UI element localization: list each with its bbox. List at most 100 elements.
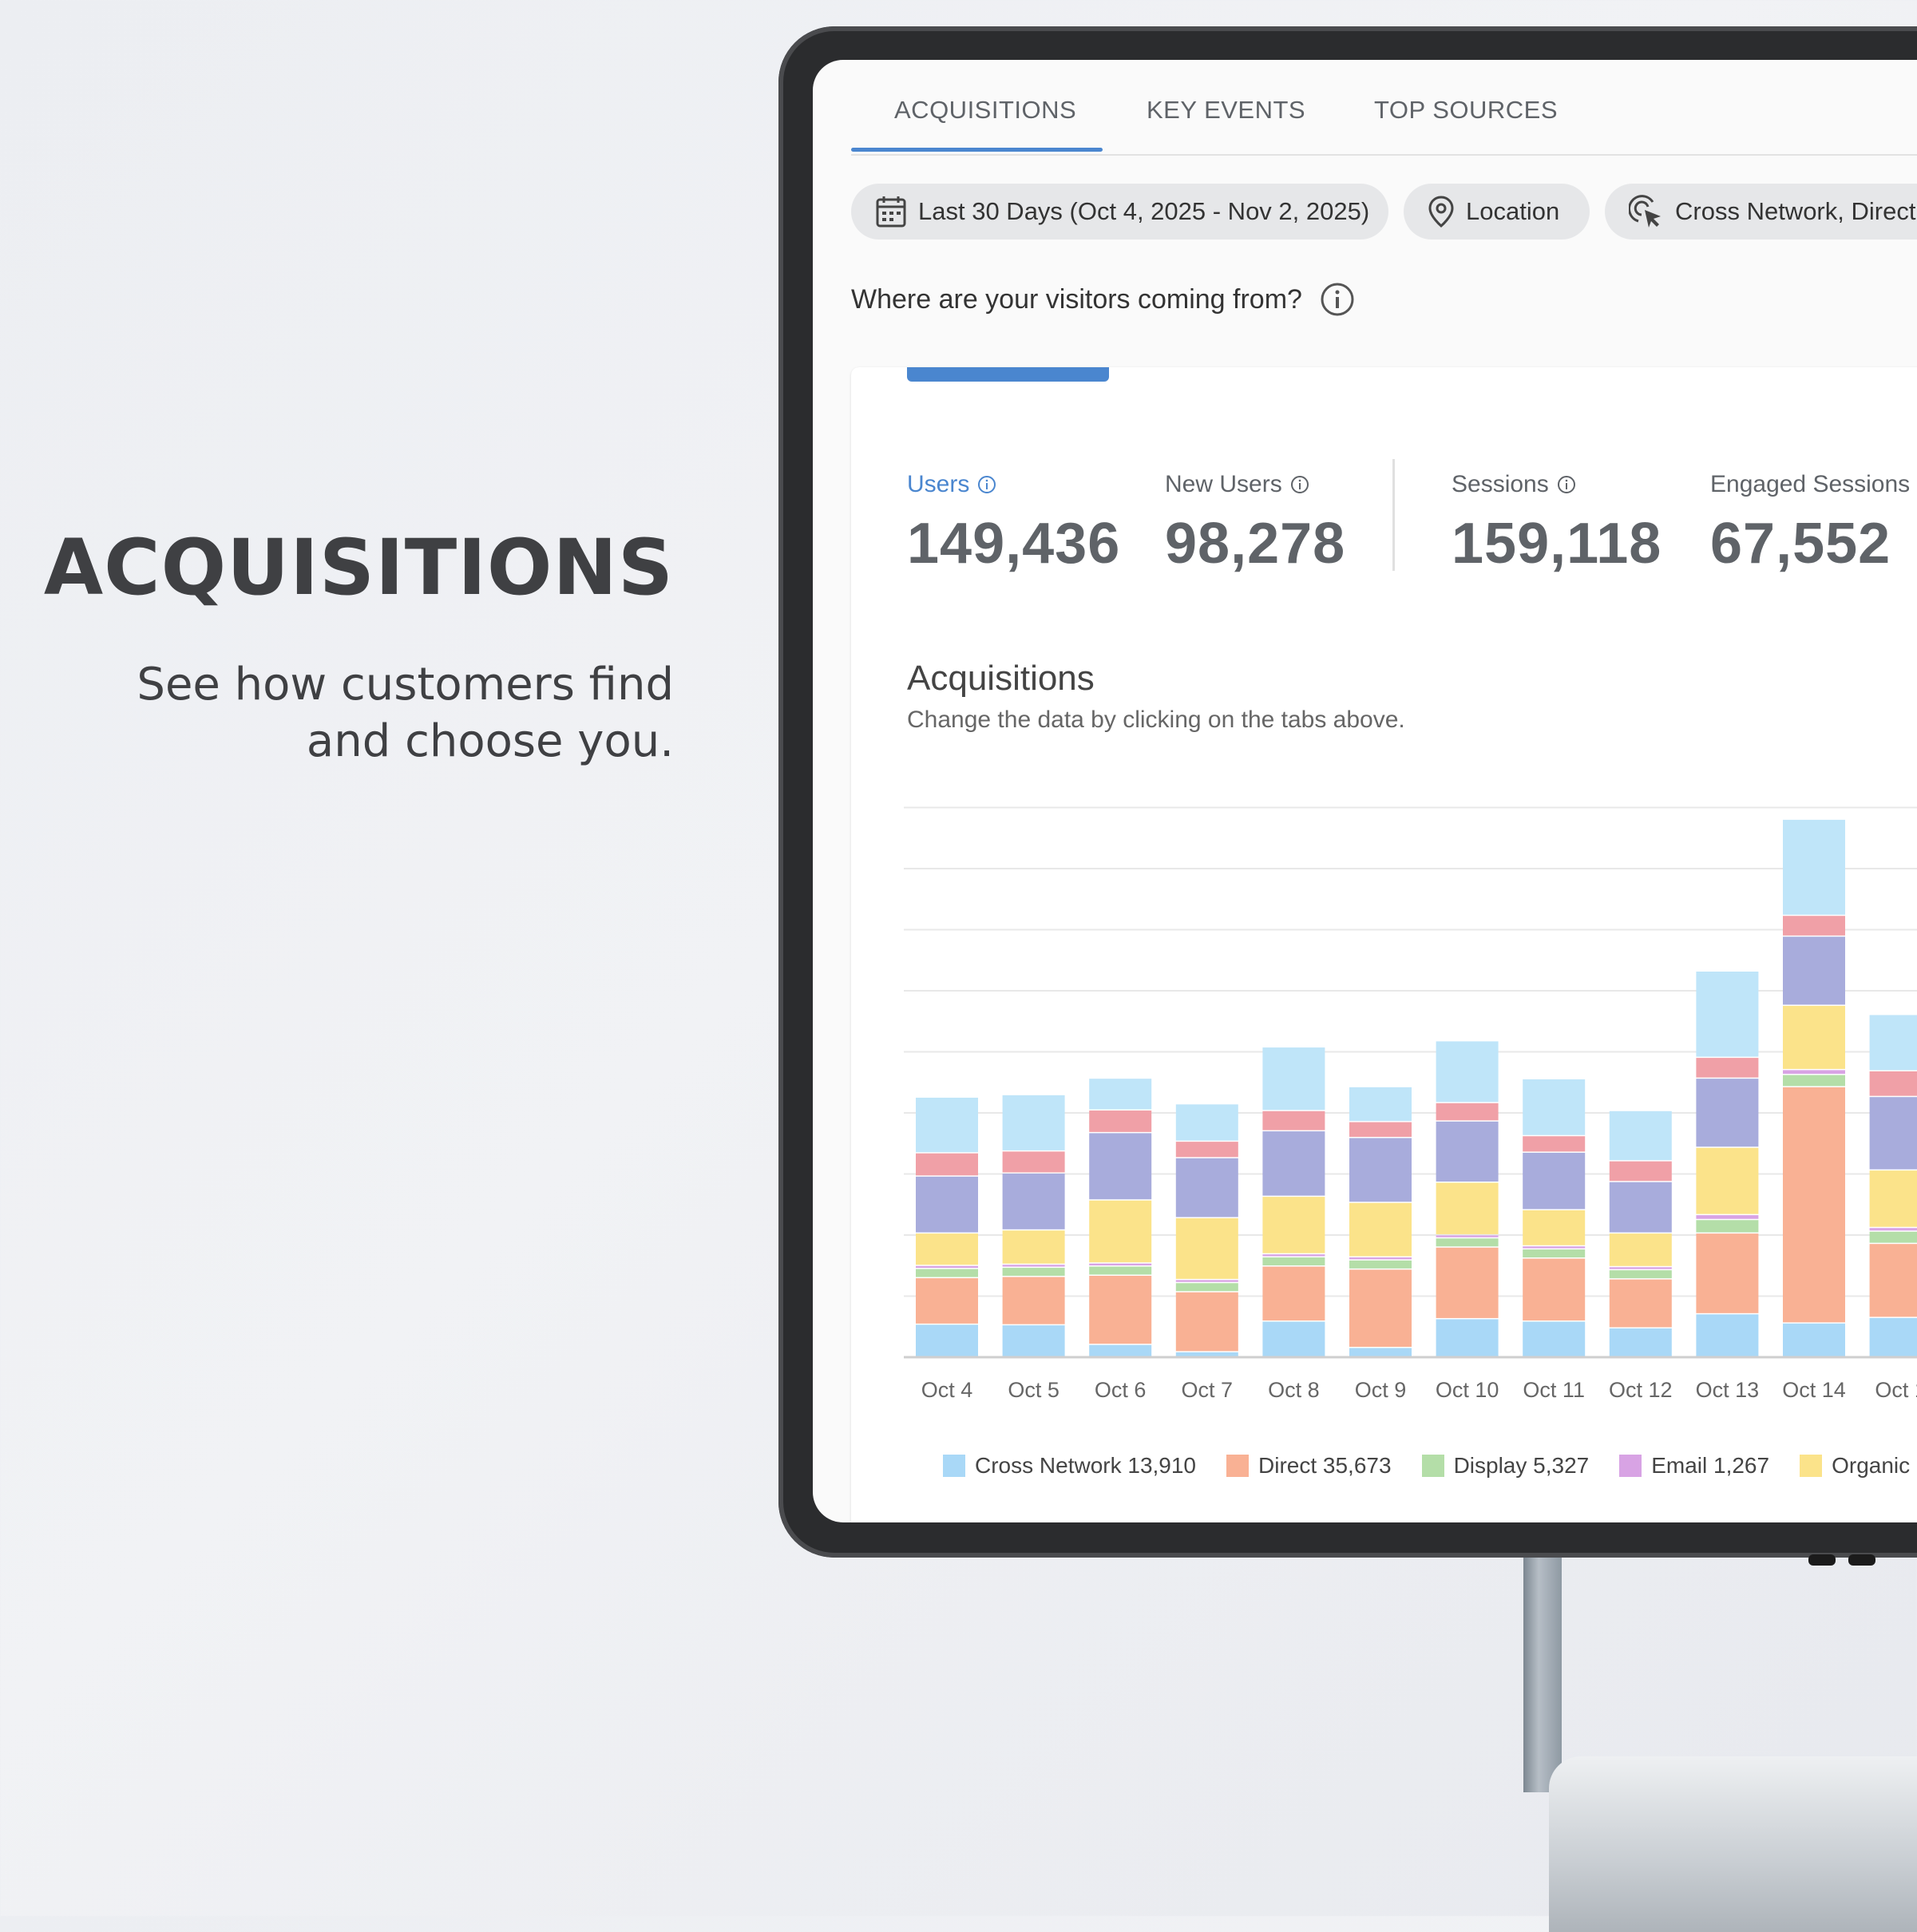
bar-segment[interactable] [1175, 1217, 1238, 1279]
bar-segment[interactable] [1609, 1182, 1672, 1233]
bar-segment[interactable] [1089, 1266, 1152, 1275]
bar-segment[interactable] [1436, 1319, 1499, 1356]
bar-segment[interactable] [1349, 1348, 1412, 1356]
bar-segment[interactable] [1175, 1292, 1238, 1352]
bar-segment[interactable] [1089, 1200, 1152, 1263]
bar-segment[interactable] [916, 1153, 978, 1176]
bar-segment[interactable] [1175, 1142, 1238, 1158]
bar-segment[interactable] [916, 1097, 978, 1153]
metric-users[interactable]: Users 149,436 [907, 471, 1120, 576]
legend-item[interactable]: Display 5,327 [1421, 1453, 1589, 1479]
bar-segment[interactable] [1349, 1260, 1412, 1269]
bar-segment[interactable] [1523, 1152, 1586, 1209]
bar-segment[interactable] [1175, 1283, 1238, 1292]
bar-segment[interactable] [1349, 1087, 1412, 1122]
bar-segment[interactable] [1783, 1075, 1845, 1087]
bar-segment[interactable] [1002, 1095, 1065, 1150]
bar-segment[interactable] [1523, 1136, 1586, 1152]
bar-segment[interactable] [1002, 1265, 1065, 1267]
bar-segment[interactable] [1349, 1269, 1412, 1347]
bar-segment[interactable] [1783, 1005, 1845, 1069]
bar-segment[interactable] [1262, 1254, 1325, 1257]
legend-item[interactable]: Email 1,267 [1619, 1453, 1769, 1479]
bar-segment[interactable] [1869, 1071, 1917, 1096]
tab-acquisitions[interactable]: ACQUISITIONS [894, 96, 1077, 124]
bar-segment[interactable] [1002, 1277, 1065, 1324]
bar-segment[interactable] [1783, 916, 1845, 936]
bar-segment[interactable] [1696, 1220, 1759, 1233]
bar-segment[interactable] [1175, 1280, 1238, 1282]
bar-segment[interactable] [1089, 1133, 1152, 1200]
bar-segment[interactable] [1349, 1138, 1412, 1202]
bar-segment[interactable] [1696, 1314, 1759, 1356]
date-range-filter[interactable]: Last 30 Days (Oct 4, 2025 - Nov 2, 2025) [851, 184, 1388, 240]
bar-segment[interactable] [1436, 1247, 1499, 1318]
bar-segment[interactable] [1696, 972, 1759, 1057]
info-icon[interactable] [977, 475, 996, 494]
bar-segment[interactable] [1436, 1235, 1499, 1237]
bar-segment[interactable] [1349, 1122, 1412, 1138]
bar-segment[interactable] [1609, 1267, 1672, 1269]
bar-segment[interactable] [1696, 1058, 1759, 1078]
legend-item[interactable]: Direct 35,673 [1226, 1453, 1392, 1479]
bar-segment[interactable] [1609, 1161, 1672, 1182]
bar-segment[interactable] [1696, 1233, 1759, 1313]
bar-segment[interactable] [1609, 1328, 1672, 1356]
metric-engaged-sessions[interactable]: Engaged Sessions 67,552 [1710, 471, 1910, 576]
bar-segment[interactable] [1089, 1263, 1152, 1266]
bar-segment[interactable] [1869, 1228, 1917, 1231]
bar-segment[interactable] [1523, 1210, 1586, 1245]
bar-segment[interactable] [1869, 1317, 1917, 1356]
bar-segment[interactable] [1609, 1270, 1672, 1279]
bar-segment[interactable] [1349, 1257, 1412, 1260]
bar-segment[interactable] [1783, 1070, 1845, 1075]
bar-segment[interactable] [1262, 1111, 1325, 1130]
bar-segment[interactable] [1523, 1246, 1586, 1249]
bar-segment[interactable] [1523, 1249, 1586, 1258]
bar-segment[interactable] [1262, 1257, 1325, 1266]
bar-segment[interactable] [1696, 1079, 1759, 1147]
bar-segment[interactable] [1262, 1131, 1325, 1196]
bar-segment[interactable] [916, 1324, 978, 1356]
info-icon[interactable] [1320, 282, 1355, 317]
bar-segment[interactable] [1002, 1151, 1065, 1173]
bar-segment[interactable] [1089, 1344, 1152, 1356]
bar-segment[interactable] [1002, 1230, 1065, 1264]
bar-segment[interactable] [1002, 1268, 1065, 1277]
bar-segment[interactable] [1869, 1170, 1917, 1227]
tab-top-sources[interactable]: TOP SOURCES [1374, 96, 1559, 124]
bar-segment[interactable] [1175, 1352, 1238, 1356]
bar-segment[interactable] [1783, 1323, 1845, 1356]
bar-segment[interactable] [1436, 1238, 1499, 1247]
bar-segment[interactable] [1262, 1266, 1325, 1321]
legend-item[interactable]: Organic [1800, 1453, 1910, 1479]
bar-segment[interactable] [1436, 1103, 1499, 1121]
bar-segment[interactable] [916, 1278, 978, 1324]
legend-item[interactable]: Cross Network 13,910 [943, 1453, 1196, 1479]
bar-segment[interactable] [916, 1176, 978, 1233]
bar-segment[interactable] [1609, 1111, 1672, 1161]
bar-segment[interactable] [1175, 1104, 1238, 1141]
bar-segment[interactable] [916, 1269, 978, 1277]
bar-segment[interactable] [1089, 1111, 1152, 1132]
tab-key-events[interactable]: KEY EVENTS [1147, 96, 1306, 124]
info-icon[interactable] [1557, 475, 1576, 494]
bar-segment[interactable] [1523, 1079, 1586, 1135]
bar-segment[interactable] [1523, 1321, 1586, 1356]
bar-segment[interactable] [1696, 1215, 1759, 1219]
bar-segment[interactable] [1783, 819, 1845, 915]
info-icon[interactable] [1290, 475, 1309, 494]
bar-segment[interactable] [1175, 1158, 1238, 1217]
bar-segment[interactable] [1869, 1244, 1917, 1317]
bar-segment[interactable] [916, 1265, 978, 1269]
bar-segment[interactable] [1523, 1258, 1586, 1321]
bar-segment[interactable] [1436, 1121, 1499, 1182]
bar-segment[interactable] [1262, 1321, 1325, 1356]
bar-segment[interactable] [1783, 936, 1845, 1005]
bar-segment[interactable] [1436, 1041, 1499, 1103]
bar-segment[interactable] [1869, 1015, 1917, 1071]
bar-segment[interactable] [1002, 1174, 1065, 1229]
bar-segment[interactable] [1262, 1197, 1325, 1253]
location-filter[interactable]: Location [1404, 184, 1590, 240]
bar-segment[interactable] [1349, 1202, 1412, 1257]
